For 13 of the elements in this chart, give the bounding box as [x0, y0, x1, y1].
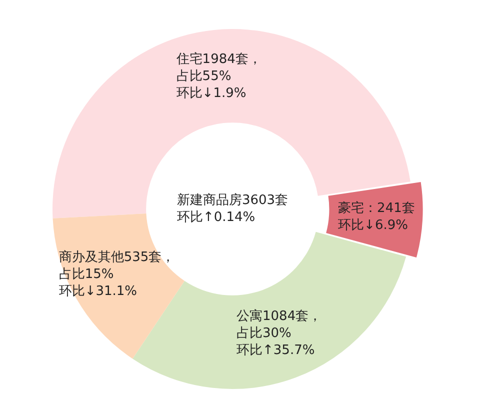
text: 占比15%: [58, 267, 114, 282]
text: 占比55%: [176, 68, 232, 84]
text: 环比↑35.7%: [236, 343, 315, 358]
text: 环比↓31.1%: [58, 284, 138, 300]
text: 环比↓6.9%: [338, 218, 408, 234]
category-label: 豪宅：241套: [338, 201, 415, 216]
category-label: 公寓1084套，: [236, 309, 322, 324]
text: 占比30%: [236, 326, 292, 342]
category-label: 商办及其他535套，: [58, 250, 175, 266]
text: 环比↑0.14%: [176, 210, 256, 225]
text: 环比↓1.9%: [176, 86, 246, 101]
category-label: 住宅1984套，: [176, 52, 262, 67]
text: 新建商品房3603套: [176, 192, 288, 208]
